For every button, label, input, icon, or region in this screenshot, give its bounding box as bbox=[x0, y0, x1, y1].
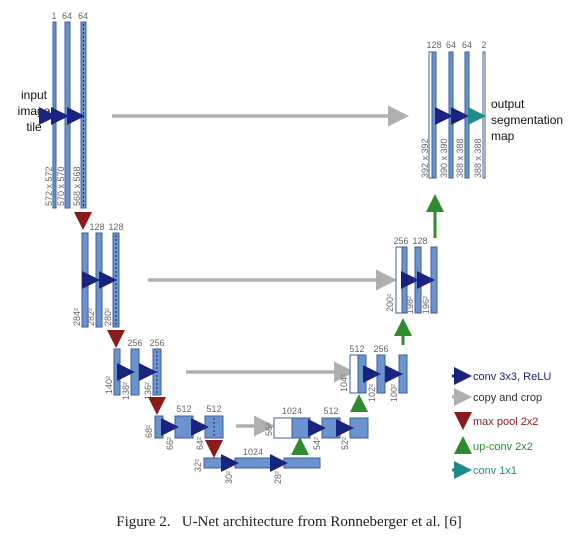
feature-map bbox=[430, 246, 438, 314]
channel-count: 256 bbox=[393, 236, 408, 246]
channel-count: 256 bbox=[373, 344, 388, 354]
feature-map bbox=[464, 51, 470, 179]
legend-label-conv1x1: conv 1x1 bbox=[473, 465, 517, 477]
channel-count: 64 bbox=[62, 11, 72, 21]
spatial-size: 32² bbox=[193, 459, 203, 472]
copied-feature-map bbox=[273, 417, 293, 439]
channel-count: 1 bbox=[51, 11, 56, 21]
spatial-size: 100² bbox=[389, 384, 399, 402]
svg-text:map: map bbox=[491, 129, 515, 143]
svg-text:segmentation: segmentation bbox=[491, 113, 563, 127]
spatial-size: 282² bbox=[86, 308, 96, 326]
spatial-size: 68² bbox=[144, 425, 154, 438]
feature-map bbox=[154, 415, 164, 439]
level2-encoder: 128 128 284² 282² 280² bbox=[72, 222, 124, 328]
channel-count: 512 bbox=[206, 404, 221, 414]
feature-map bbox=[349, 417, 369, 439]
level3-encoder: 256 256 140² 138² 136² bbox=[104, 338, 165, 400]
spatial-size: 388 x 388 bbox=[455, 138, 465, 178]
spatial-size: 392 x 392 bbox=[420, 138, 430, 178]
level5-bottleneck: 1024 32² 30² 28² bbox=[193, 447, 321, 484]
spatial-size: 28² bbox=[273, 471, 283, 484]
spatial-size: 390 x 390 bbox=[439, 138, 449, 178]
channel-count: 1024 bbox=[282, 406, 302, 416]
channel-count: 2 bbox=[481, 40, 486, 50]
spatial-size: 102² bbox=[367, 384, 377, 402]
feature-map bbox=[431, 51, 437, 179]
spatial-size: 388 x 388 bbox=[473, 138, 483, 178]
channel-count: 512 bbox=[176, 404, 191, 414]
channel-count: 256 bbox=[149, 338, 164, 348]
spatial-size: 66² bbox=[165, 437, 175, 450]
spatial-size: 570 x 570 bbox=[56, 166, 66, 206]
feature-map bbox=[283, 457, 321, 469]
spatial-size: 280² bbox=[103, 308, 113, 326]
figure-caption: Figure 2. U-Net architecture from Ronneb… bbox=[116, 514, 462, 530]
spatial-size: 30² bbox=[224, 471, 234, 484]
feature-map bbox=[130, 348, 140, 396]
spatial-size: 52² bbox=[340, 437, 350, 450]
copied-feature-map bbox=[395, 246, 403, 314]
spatial-size: 136² bbox=[143, 382, 153, 400]
legend: conv 3x3, ReLU copy and crop max pool 2x… bbox=[452, 367, 551, 479]
feature-map bbox=[291, 417, 311, 439]
channel-count: 128 bbox=[412, 236, 427, 246]
feature-map bbox=[376, 354, 386, 394]
channel-count: 128 bbox=[89, 222, 104, 232]
feature-map bbox=[174, 415, 194, 439]
channel-count: 256 bbox=[127, 338, 142, 348]
legend-label-conv: conv 3x3, ReLU bbox=[473, 371, 551, 383]
spatial-size: 64² bbox=[195, 437, 205, 450]
feature-map bbox=[398, 354, 408, 394]
feature-map bbox=[448, 51, 454, 179]
spatial-size: 196² bbox=[421, 296, 431, 314]
unet-diagram: 1 64 64 572 x 572 570 x 570 568 x 568 in… bbox=[18, 11, 563, 484]
spatial-size: 284² bbox=[72, 308, 82, 326]
level1-decoder: 128 64 64 2 392 x 392 390 x 390 388 x 38… bbox=[420, 40, 487, 179]
svg-text:input: input bbox=[21, 88, 48, 102]
level2-decoder: 256 128 200² 198² 196² bbox=[385, 236, 438, 314]
output-label: output segmentation map bbox=[491, 97, 563, 143]
spatial-size: 200² bbox=[385, 294, 395, 312]
svg-text:tile: tile bbox=[26, 120, 42, 134]
copy-and-crop-arrows bbox=[112, 105, 409, 437]
channel-count: 128 bbox=[426, 40, 441, 50]
feature-map bbox=[321, 417, 341, 439]
channel-count: 512 bbox=[323, 406, 338, 416]
legend-label-pool: max pool 2x2 bbox=[473, 416, 538, 428]
level1-encoder: 1 64 64 572 x 572 570 x 570 568 x 568 bbox=[44, 11, 88, 209]
channel-count: 64 bbox=[446, 40, 456, 50]
copied-feature-map bbox=[349, 354, 359, 394]
feature-map bbox=[234, 457, 272, 469]
legend-label-up: up-conv 2x2 bbox=[473, 441, 533, 453]
feature-map bbox=[357, 354, 367, 394]
input-label: input image tile bbox=[18, 88, 51, 134]
spatial-size: 104² bbox=[339, 374, 349, 392]
feature-map bbox=[482, 51, 486, 179]
level4-decoder: 1024 512 56² 54² 52² bbox=[264, 406, 369, 450]
svg-text:output: output bbox=[491, 97, 525, 111]
channel-count: 128 bbox=[108, 222, 123, 232]
channel-count: 64 bbox=[462, 40, 472, 50]
channel-count: 512 bbox=[349, 344, 364, 354]
spatial-size: 138² bbox=[121, 382, 131, 400]
spatial-size: 54² bbox=[312, 437, 322, 450]
level4-encoder: 512 512 68² 66² 64² bbox=[144, 404, 224, 450]
spatial-size: 572 x 572 bbox=[44, 166, 54, 206]
feature-map bbox=[203, 457, 223, 469]
feature-map bbox=[95, 232, 103, 328]
spatial-size: 198² bbox=[405, 296, 415, 314]
level3-decoder: 512 256 104² 102² 100² bbox=[339, 344, 408, 402]
channel-count: 64 bbox=[78, 11, 88, 21]
legend-label-copy: copy and crop bbox=[473, 392, 542, 404]
channel-count: 1024 bbox=[243, 447, 263, 457]
spatial-size: 56² bbox=[264, 423, 274, 436]
feature-map bbox=[113, 348, 121, 396]
spatial-size: 568 x 568 bbox=[72, 166, 82, 206]
spatial-size: 140² bbox=[104, 376, 114, 394]
